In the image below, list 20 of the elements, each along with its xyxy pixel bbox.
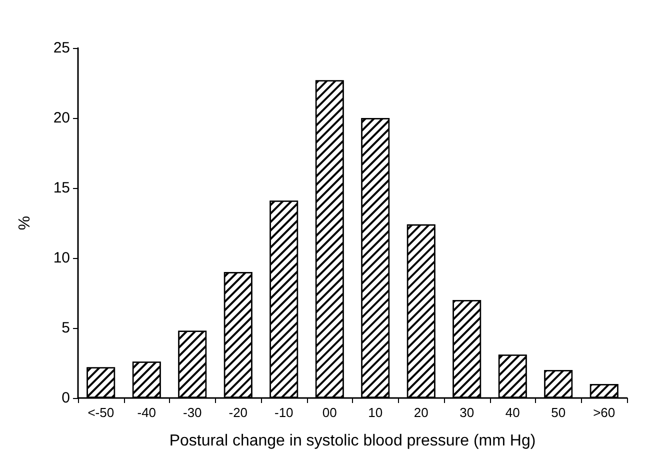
x-tick-label: -30 bbox=[182, 405, 202, 420]
y-tick-label: 15 bbox=[53, 180, 70, 196]
x-tick-label: 40 bbox=[505, 405, 520, 420]
x-tick-label: -10 bbox=[274, 405, 294, 420]
y-axis-title: % bbox=[16, 216, 34, 230]
y-tick-label: 25 bbox=[53, 40, 70, 56]
y-tick-label: 5 bbox=[62, 320, 70, 336]
x-axis-title: Postural change in systolic blood pressure (mm Hg) bbox=[169, 432, 536, 450]
x-tick-label: <-50 bbox=[88, 405, 114, 420]
x-tick-label: 00 bbox=[322, 405, 337, 420]
x-tick-label: 30 bbox=[460, 405, 474, 420]
x-tick-label: -40 bbox=[137, 405, 156, 420]
x-tick-label: 20 bbox=[414, 405, 428, 420]
x-tick-label: 10 bbox=[368, 405, 383, 420]
x-tick-label: >60 bbox=[593, 405, 616, 420]
x-tick-label: 50 bbox=[551, 405, 566, 420]
y-tick-label: 10 bbox=[53, 250, 70, 266]
y-tick-label: 20 bbox=[53, 110, 70, 126]
x-tick-label: -20 bbox=[228, 405, 248, 420]
y-tick-label: 0 bbox=[62, 390, 70, 406]
